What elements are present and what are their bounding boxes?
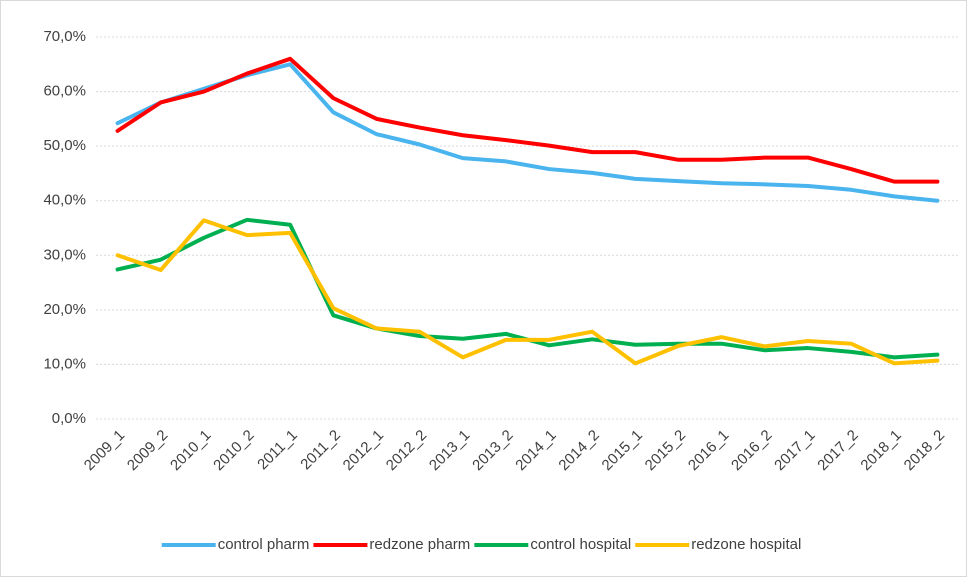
y-tick-label: 0,0% — [52, 410, 86, 427]
legend-label: redzone pharm — [369, 536, 470, 553]
series-line — [115, 62, 940, 203]
series-line — [115, 56, 940, 184]
y-tick-label: 40,0% — [43, 192, 86, 209]
y-tick-label: 30,0% — [43, 246, 86, 263]
legend-label: control hospital — [530, 536, 631, 553]
legend-label: redzone hospital — [691, 536, 801, 553]
y-tick-label: 20,0% — [43, 301, 86, 318]
y-tick-label: 10,0% — [43, 355, 86, 372]
series-line — [115, 218, 940, 366]
y-tick-label: 50,0% — [43, 137, 86, 154]
legend-label: control pharm — [218, 536, 310, 553]
y-tick-label: 70,0% — [43, 28, 86, 45]
y-tick-label: 60,0% — [43, 83, 86, 100]
